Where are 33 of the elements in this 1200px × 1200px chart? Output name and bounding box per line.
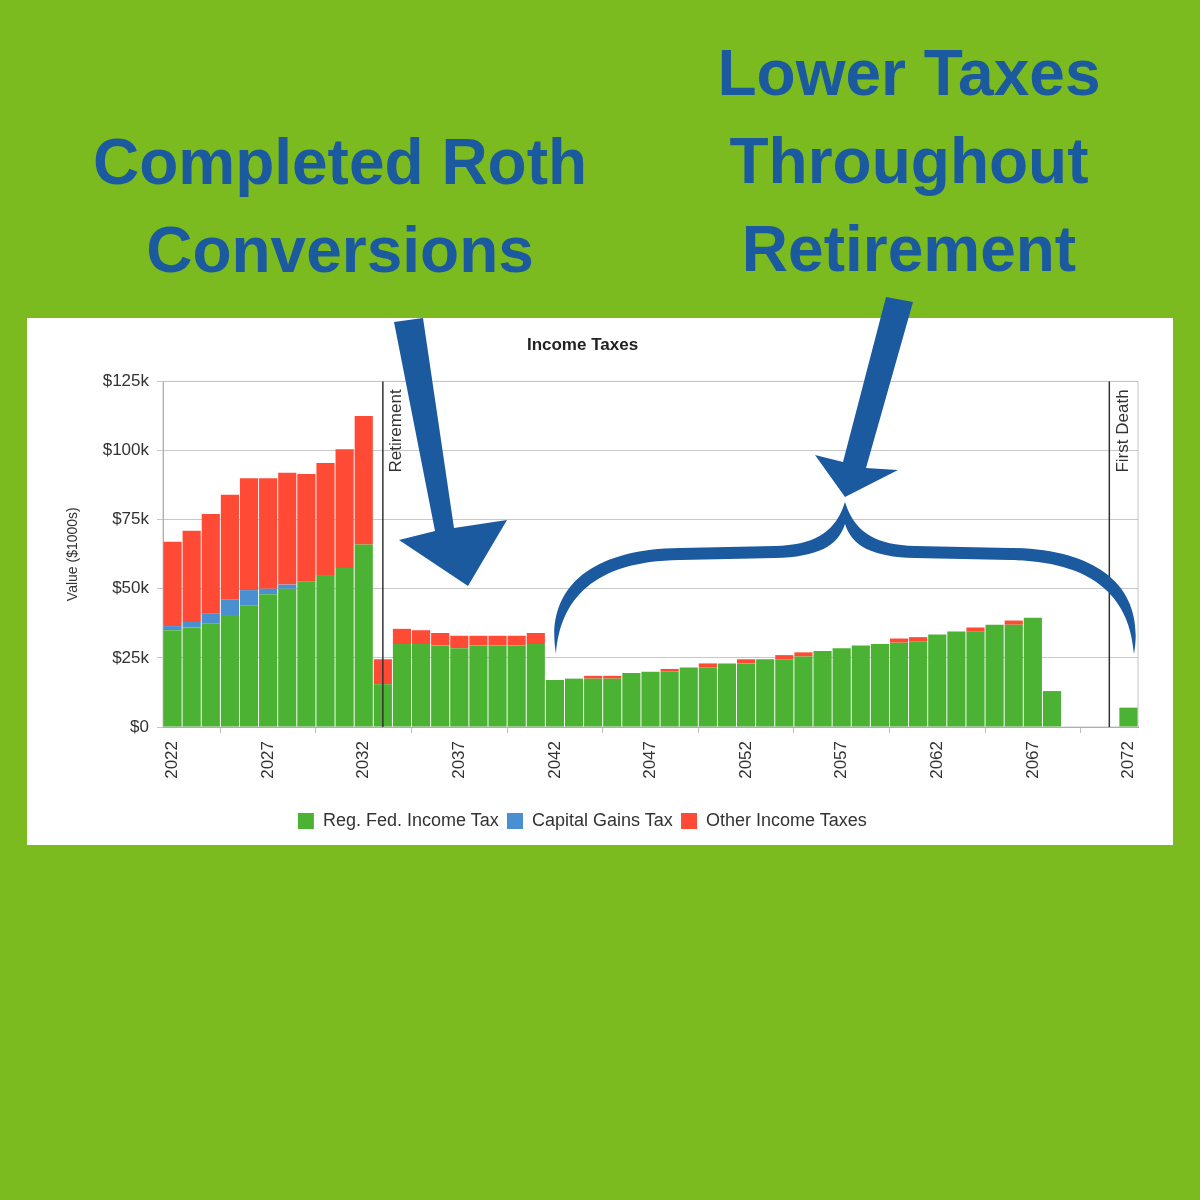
legend-label: Other Income Taxes <box>706 809 867 830</box>
text: Lower Taxes Throughout Retirement <box>716 36 1102 287</box>
bar <box>660 668 679 672</box>
bar <box>966 627 985 632</box>
y-tick-label: $50k <box>112 578 150 598</box>
y-axis-title: Value ($1000s) <box>64 507 81 602</box>
y-tick-label: $100k <box>102 440 150 460</box>
bar <box>278 584 297 589</box>
text: Completed Roth Conversions <box>91 125 589 288</box>
x-tick-label: 2032 <box>353 741 373 779</box>
legend-label: Reg. Fed. Income Tax <box>322 809 499 830</box>
x-tick-label: 2062 <box>926 741 946 779</box>
x-tick-label: 2022 <box>162 741 182 779</box>
x-tick-label: 2047 <box>640 741 660 779</box>
x-tick-label: 2042 <box>544 741 564 779</box>
y-tick-label: $75k <box>112 509 150 529</box>
legend-label: Capital Gains Tax <box>531 809 673 830</box>
x-tick-label: 2027 <box>257 741 277 779</box>
x-tick-label: 2072 <box>1118 741 1138 779</box>
bar <box>737 659 756 664</box>
y-tick-label: $0 <box>130 716 149 736</box>
x-tick-label: 2037 <box>449 741 469 779</box>
ref-line-label: First Death <box>1112 389 1132 473</box>
chart-title: Income Taxes <box>526 334 639 354</box>
bar <box>1004 620 1023 625</box>
y-tick-label: $125k <box>102 371 150 391</box>
ref-line-label: Retirement <box>386 389 406 473</box>
x-tick-label: 2057 <box>831 741 851 779</box>
bar <box>1119 707 1138 727</box>
x-tick-label: 2052 <box>735 741 755 779</box>
x-tick-label: 2067 <box>1022 741 1042 779</box>
bar <box>698 663 717 668</box>
y-tick-label: $25k <box>112 647 150 667</box>
